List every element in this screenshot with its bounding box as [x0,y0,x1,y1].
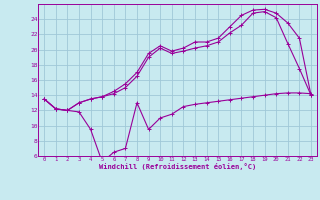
X-axis label: Windchill (Refroidissement éolien,°C): Windchill (Refroidissement éolien,°C) [99,163,256,170]
